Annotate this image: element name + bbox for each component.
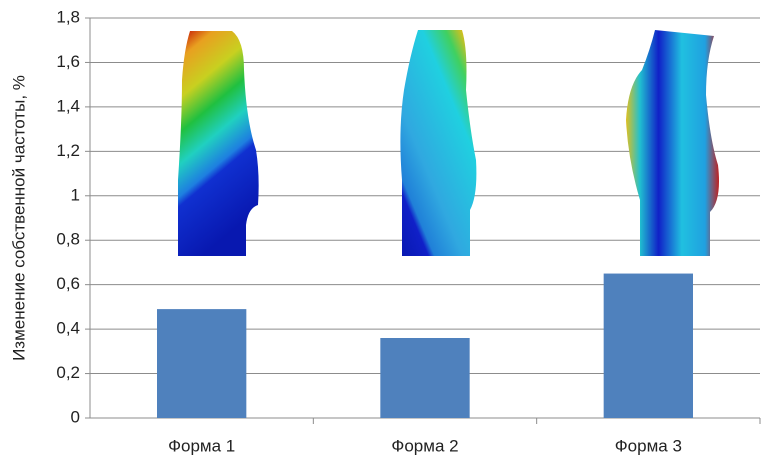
y-tick-label: 0,4	[56, 319, 80, 338]
chart: Изменение собственной частоты, % 0 0,2 0,4…	[0, 0, 774, 459]
bar	[380, 338, 469, 418]
y-tick-label: 1	[71, 185, 80, 204]
blade-image	[626, 30, 719, 256]
y-tick-label: 0,6	[56, 274, 80, 293]
y-axis-label: Изменение собственной частоты, %	[9, 75, 28, 361]
blade-image	[178, 31, 259, 256]
y-tick-label: 0,2	[56, 363, 80, 382]
bar	[157, 309, 246, 418]
x-tick-label: Форма 3	[615, 436, 682, 455]
x-tick-label: Форма 1	[168, 436, 235, 455]
y-tick-label: 1,6	[56, 52, 80, 71]
bar	[604, 274, 693, 418]
y-tick-label: 1,2	[56, 141, 80, 160]
blade-image	[400, 30, 476, 256]
x-tick-label: Форма 2	[391, 436, 458, 455]
y-tick-label: 1,8	[56, 7, 80, 26]
illustrations	[178, 30, 719, 256]
y-tick-label: 0	[71, 407, 80, 426]
y-tick-label: 0,8	[56, 230, 80, 249]
y-tick-label: 1,4	[56, 96, 80, 115]
